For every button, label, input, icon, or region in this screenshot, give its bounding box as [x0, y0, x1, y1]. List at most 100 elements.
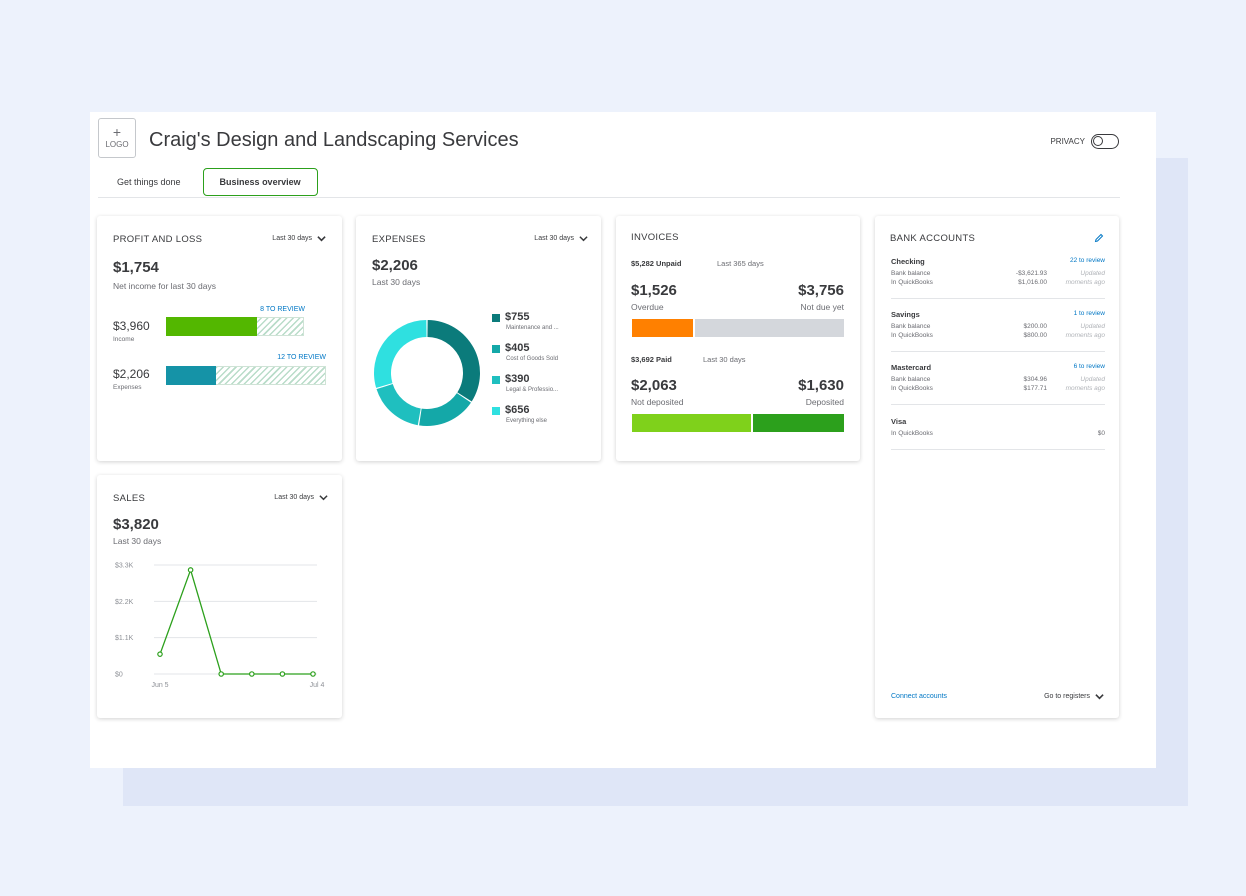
- quickbooks-value: $800.00: [1023, 332, 1048, 339]
- net-income-amount: $1,754: [113, 259, 159, 276]
- data-point[interactable]: [249, 671, 255, 677]
- expenses-review-link[interactable]: 12 TO REVIEW: [277, 354, 326, 361]
- y-tick-label: $3.3K: [115, 563, 134, 570]
- expenses-label: Expenses: [113, 384, 142, 391]
- privacy-label: PRIVACY: [1050, 137, 1085, 146]
- profit-loss-card: PROFIT AND LOSS Last 30 days $1,754 Net …: [97, 216, 342, 461]
- not-deposited-label: Not deposited: [631, 397, 684, 407]
- dashboard-window: + LOGO Craig's Design and Landscaping Se…: [90, 112, 1156, 768]
- expenses-bar-fill: [166, 366, 216, 385]
- sales-line-chart[interactable]: $0 $1.1K $2.2K $3.3K Jun 5 Jul 4: [97, 553, 342, 703]
- legend-value: $755: [505, 311, 530, 323]
- bank-account-mastercard[interactable]: Mastercard 6 to review Bank balance $304…: [891, 363, 1105, 409]
- review-link[interactable]: 6 to review: [1073, 363, 1105, 370]
- deposited-label: Deposited: [805, 397, 844, 407]
- unpaid-bar[interactable]: [632, 319, 844, 337]
- expenses-donut-chart[interactable]: [372, 318, 482, 428]
- sales-card: SALES Last 30 days $3,820 Last 30 days $…: [97, 475, 342, 718]
- legend-swatch: [492, 314, 500, 322]
- bank-account-visa[interactable]: Visa In QuickBooks $0: [891, 417, 1105, 453]
- bank-balance-label: Bank balance: [891, 376, 931, 383]
- y-tick-label: $1.1K: [115, 635, 134, 642]
- sales-total: $3,820: [113, 516, 159, 533]
- bank-account-savings[interactable]: Savings 1 to review Bank balance $200.00…: [891, 310, 1105, 356]
- unpaid-period: Last 365 days: [717, 259, 764, 268]
- connect-accounts-link[interactable]: Connect accounts: [891, 693, 948, 700]
- pencil-icon[interactable]: [1094, 233, 1104, 243]
- expenses-period-label: Last 30 days: [372, 277, 421, 287]
- paid-amount: $3,692 Paid: [631, 355, 672, 364]
- logo-label: LOGO: [105, 140, 129, 149]
- donut-slice[interactable]: [419, 393, 471, 426]
- header-divider: [98, 197, 1120, 198]
- unpaid-amount: $5,282 Unpaid: [631, 259, 682, 268]
- period-dropdown[interactable]: Last 30 days: [534, 234, 588, 243]
- x-tick-label: Jul 4: [310, 682, 325, 689]
- data-point[interactable]: [218, 671, 225, 677]
- donut-slice[interactable]: [427, 320, 480, 402]
- deposited-amount: $1,630: [798, 377, 844, 394]
- chevron-down-icon: [1095, 694, 1104, 700]
- bank-accounts-card: BANK ACCOUNTS Checking 22 to review Bank…: [875, 216, 1119, 718]
- quickbooks-value: $0: [1097, 430, 1105, 437]
- income-amount: $3,960: [113, 319, 150, 333]
- toggle-knob: [1093, 136, 1103, 146]
- account-name: Visa: [891, 417, 907, 426]
- period-label: Last 30 days: [534, 235, 574, 242]
- go-to-registers-dropdown[interactable]: Go to registers: [1044, 692, 1104, 701]
- overdue-amount: $1,526: [631, 282, 677, 299]
- account-divider: [891, 298, 1105, 299]
- legend-swatch: [492, 345, 500, 353]
- paid-period: Last 30 days: [703, 355, 746, 364]
- account-name: Mastercard: [891, 363, 932, 372]
- data-point[interactable]: [187, 567, 194, 573]
- period-dropdown[interactable]: Last 30 days: [274, 493, 328, 502]
- expenses-amount: $2,206: [113, 367, 150, 381]
- legend-value: $405: [505, 342, 530, 354]
- chevron-down-icon: [579, 236, 588, 242]
- updated-time: moments ago: [1065, 279, 1105, 286]
- legend-swatch: [492, 376, 500, 384]
- review-link[interactable]: 22 to review: [1069, 257, 1105, 264]
- income-review-link[interactable]: 8 TO REVIEW: [260, 306, 305, 313]
- logo-placeholder[interactable]: + LOGO: [98, 118, 136, 158]
- deposited-segment: [752, 414, 844, 432]
- legend-label: Everything else: [506, 418, 548, 424]
- income-bar[interactable]: [166, 317, 304, 336]
- card-title: INVOICES: [631, 232, 679, 243]
- overdue-segment: [632, 319, 694, 337]
- not-due-label: Not due yet: [800, 302, 844, 312]
- tab-get-things-done[interactable]: Get things done: [117, 177, 181, 187]
- expenses-bar[interactable]: [166, 366, 326, 385]
- quickbooks-label: In QuickBooks: [891, 332, 933, 339]
- tab-business-overview[interactable]: Business overview: [202, 168, 318, 196]
- invoices-card: INVOICES $5,282 Unpaid Last 365 days $1,…: [616, 216, 860, 461]
- donut-slice[interactable]: [376, 383, 421, 426]
- legend-label: Cost of Goods Sold: [506, 356, 559, 362]
- income-label: Income: [113, 336, 135, 343]
- data-point[interactable]: [279, 671, 286, 677]
- account-name: Checking: [891, 257, 925, 266]
- legend-value: $390: [505, 373, 530, 385]
- card-title: PROFIT AND LOSS: [113, 234, 203, 245]
- donut-slice[interactable]: [374, 320, 427, 388]
- quickbooks-label: In QuickBooks: [891, 430, 933, 437]
- period-dropdown[interactable]: Last 30 days: [272, 234, 326, 243]
- net-income-label: Net income for last 30 days: [113, 281, 216, 291]
- paid-bar[interactable]: [632, 414, 844, 432]
- updated-label: Updated: [1080, 270, 1105, 277]
- bank-balance-value: $200.00: [1023, 323, 1048, 330]
- bank-account-checking[interactable]: Checking 22 to review Bank balance -$3,6…: [891, 257, 1105, 303]
- privacy-toggle[interactable]: [1091, 134, 1119, 149]
- not-due-amount: $3,756: [798, 282, 844, 299]
- not-due-segment: [695, 319, 844, 337]
- account-name: Savings: [891, 310, 920, 319]
- plus-icon: +: [112, 124, 122, 140]
- chevron-down-icon: [319, 495, 328, 501]
- review-link[interactable]: 1 to review: [1073, 310, 1105, 317]
- data-point[interactable]: [310, 671, 316, 677]
- card-title: BANK ACCOUNTS: [890, 233, 976, 244]
- registers-label: Go to registers: [1044, 693, 1090, 700]
- data-point[interactable]: [157, 651, 163, 657]
- not-deposited-amount: $2,063: [631, 377, 677, 394]
